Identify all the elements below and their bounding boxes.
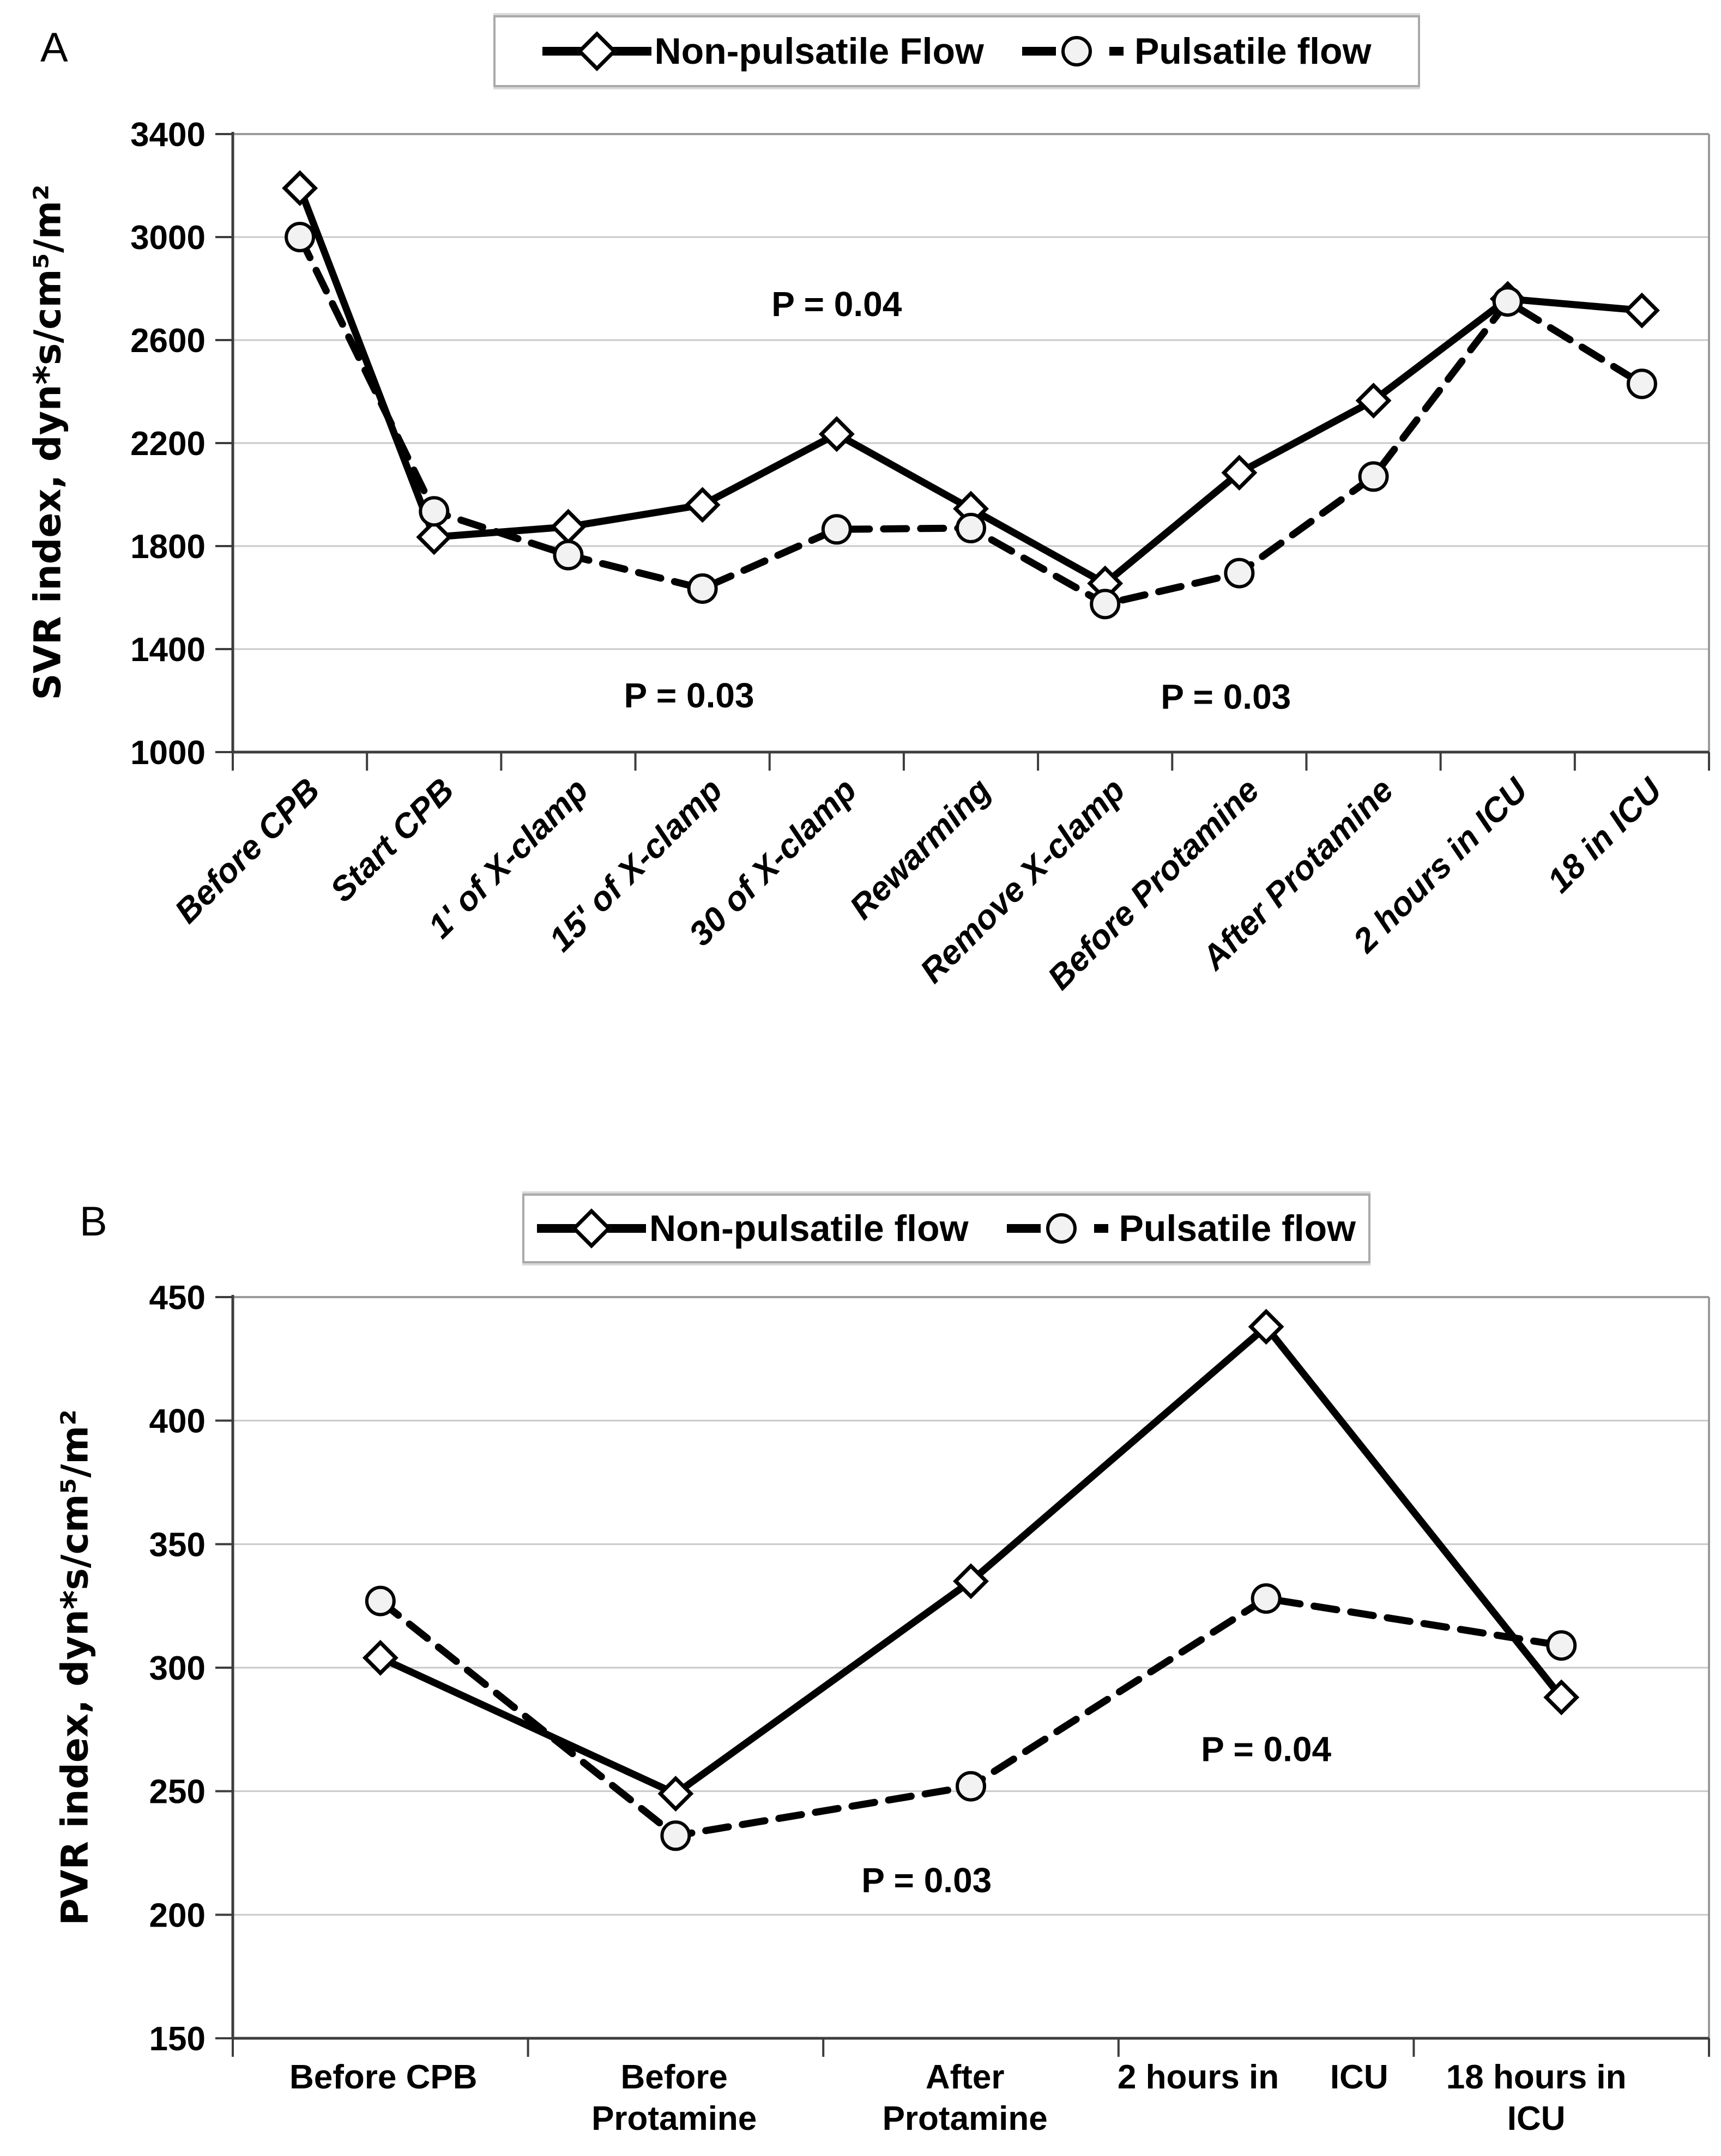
circle-marker <box>1358 461 1389 492</box>
dashed-circle-marker-icon <box>1006 1211 1116 1246</box>
x-category-label: Before CPB <box>168 771 327 930</box>
x-category-label: Protamine <box>883 2100 1048 2137</box>
circle-marker <box>660 1820 691 1851</box>
x-category-label: 18 in ICU <box>1540 771 1670 900</box>
legend-label-pulsatile-b: Pulsatile flow <box>1119 1208 1356 1249</box>
y-tick-label: 350 <box>149 1526 206 1564</box>
panel-b-plot: 150 200 250 300 350 400 450 Before CPB Before Pro… <box>149 1279 1710 2137</box>
circle-marker <box>687 573 718 604</box>
diamond-marker <box>1543 1679 1580 1716</box>
y-tick-label: 2600 <box>130 322 206 360</box>
y-tick-label: 400 <box>149 1403 206 1440</box>
x-category-label: 18 hours in <box>1446 2058 1627 2096</box>
panel-b-label: B <box>80 1198 107 1245</box>
legend-panel-a: Non-pulsatile Flow Pulsatile flow <box>493 15 1420 87</box>
diamond-marker <box>953 1563 989 1600</box>
circle-marker <box>1626 368 1657 399</box>
legend-item-nonpulsatile-a: Non-pulsatile Flow <box>542 30 984 72</box>
y-tick-label: 250 <box>149 1773 206 1811</box>
circle-marker <box>365 1585 396 1616</box>
x-category-label: 2 hours in <box>1118 2058 1279 2096</box>
legend-label-pulsatile-a: Pulsatile flow <box>1134 31 1372 72</box>
p-value-annotation: P = 0.03 <box>861 1861 992 1900</box>
y-tick-label: 1400 <box>130 631 206 669</box>
panel-a-label: A <box>40 25 68 71</box>
series-line-pulsatile <box>296 233 1646 608</box>
circle-marker <box>1251 1583 1282 1614</box>
diamond-marker <box>282 170 318 207</box>
circle-marker <box>821 514 852 545</box>
y-tick-label: 1800 <box>130 528 206 566</box>
y-tick-label: 300 <box>149 1650 206 1687</box>
x-category-label: ICU <box>1330 2058 1388 2096</box>
diamond-marker <box>657 1776 694 1812</box>
diamond-marker <box>818 416 855 452</box>
panel-a-plot: 1000 1400 1800 2200 2600 3000 3400 Before CPBSt… <box>130 116 1710 997</box>
x-category-label: After <box>926 2058 1005 2096</box>
y-tick-label: 2200 <box>130 425 206 463</box>
circle-marker <box>1546 1630 1577 1661</box>
y-tick-label: 3400 <box>130 116 206 154</box>
circle-marker <box>1224 558 1255 589</box>
x-category-label: Protamine <box>591 2100 757 2137</box>
circle-marker <box>1090 589 1121 620</box>
legend-label-nonpulsatile-b: Non-pulsatile flow <box>649 1208 969 1249</box>
x-category-label: ICU <box>1507 2100 1566 2137</box>
legend-item-pulsatile-b: Pulsatile flow <box>1006 1207 1356 1250</box>
circle-marker <box>553 540 584 571</box>
circle-marker <box>285 222 316 252</box>
solid-diamond-marker-icon <box>542 31 651 71</box>
y-tick-label: 450 <box>149 1279 206 1317</box>
circle-marker <box>419 496 450 527</box>
y-axis-title-panel-a: SVR index, dyn*s/cm⁵/m² <box>26 184 70 700</box>
y-tick-label: 200 <box>149 1897 206 1934</box>
circle-marker <box>1492 286 1523 317</box>
series-line-nonpulsatile <box>377 1323 1565 1797</box>
x-category-label: Before CPB <box>289 2058 478 2096</box>
solid-diamond-marker-icon <box>536 1208 646 1249</box>
x-category-label: Before <box>620 2058 727 2096</box>
diamond-marker <box>550 508 587 545</box>
legend-label-nonpulsatile-a: Non-pulsatile Flow <box>654 31 984 72</box>
y-tick-label: 3000 <box>130 219 206 257</box>
p-value-annotation: P = 0.03 <box>624 676 754 715</box>
diamond-marker <box>1355 383 1392 419</box>
legend-item-pulsatile-a: Pulsatile flow <box>1022 30 1372 72</box>
legend-panel-b: Non-pulsatile flow Pulsatile flow <box>522 1194 1370 1263</box>
y-axis-title-panel-b: PVR index, dyn*s/cm⁵/m² <box>53 1409 97 1926</box>
p-value-annotation: P = 0.04 <box>1201 1730 1331 1769</box>
legend-item-nonpulsatile-b: Non-pulsatile flow <box>536 1207 969 1250</box>
diamond-marker <box>362 1639 398 1676</box>
diamond-marker <box>684 487 721 523</box>
circle-marker <box>956 1771 986 1802</box>
circle-marker <box>956 512 986 543</box>
diamond-marker <box>1221 455 1258 491</box>
diamond-marker <box>1248 1309 1284 1345</box>
diamond-marker <box>1623 292 1660 329</box>
y-tick-label: 1000 <box>130 734 206 772</box>
p-value-annotation: P = 0.03 <box>1161 677 1291 716</box>
diamond-marker <box>416 519 452 555</box>
x-category-label: Start CPB <box>323 771 461 909</box>
y-tick-label: 150 <box>149 2020 206 2058</box>
p-value-annotation: P = 0.04 <box>771 284 902 324</box>
dashed-circle-marker-icon <box>1022 34 1131 69</box>
